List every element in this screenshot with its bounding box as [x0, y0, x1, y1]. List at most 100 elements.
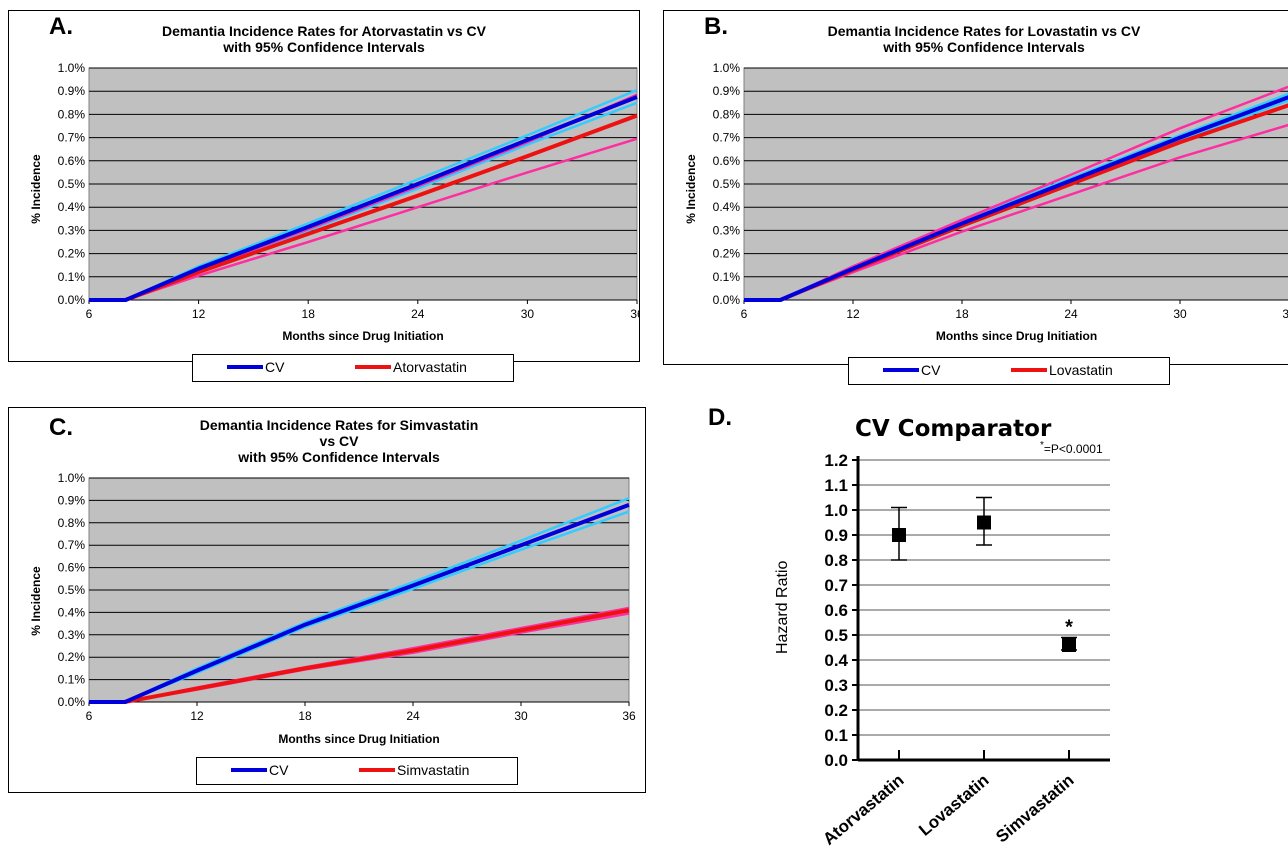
y-tick-label: 0.3%: [58, 223, 86, 237]
x-tick-label: Atorvastatin: [819, 771, 907, 849]
line-chart-a: 0.0% 0.1% 0.2% 0.3% 0.4% 0.5% 0.6% 0.7% 0.8% 0.9%…: [58, 61, 639, 321]
x-tick-label: 18: [298, 709, 312, 723]
x-tick-label: 36: [1282, 307, 1288, 321]
y-tick-label: 0.3: [824, 676, 848, 695]
legend-item-drug: Atorvastatin: [355, 359, 467, 375]
x-tick-label: 36: [630, 307, 639, 321]
y-tick-label: 0.9%: [58, 493, 86, 507]
chart-title-line: vs CV: [319, 433, 359, 449]
y-tick-label: 0.3%: [58, 628, 86, 642]
legend-swatch: [1011, 368, 1047, 372]
chart-panel-d: D. CV Comparator *=P<0.0001 Hazard Ratio…: [700, 400, 1260, 863]
significance-star: *: [1040, 440, 1044, 451]
x-tick-label: 24: [406, 709, 420, 723]
legend-swatch: [359, 768, 395, 772]
y-tick-label: 0.7%: [58, 131, 86, 145]
chart-panel-b: B. Demantia Incidence Rates for Lovastat…: [663, 10, 1288, 365]
x-tick-label: 24: [1064, 307, 1078, 321]
y-tick-label: 0.7%: [713, 131, 741, 145]
legend-b: CV Lovastatin: [848, 357, 1170, 385]
y-tick-label: 1.0%: [58, 61, 86, 75]
legend-item-drug: Lovastatin: [1011, 362, 1113, 378]
x-tick-label: 12: [846, 307, 860, 321]
y-tick-label: 0.5: [824, 626, 848, 645]
chart-title-line: Demantia Incidence Rates for Lovastatin …: [827, 23, 1141, 39]
legend-label: Simvastatin: [397, 762, 470, 778]
legend-item-cv: CV: [227, 359, 284, 375]
y-tick-label: 0.2%: [58, 650, 86, 664]
y-tick-label: 0.7: [824, 576, 848, 595]
series-line-cv: [744, 95, 1288, 302]
chart-title: Demantia Incidence Rates for Lovastatin …: [744, 23, 1224, 55]
y-tick-label: 0.7%: [58, 538, 86, 552]
legend-swatch: [227, 365, 263, 369]
legend-item-cv: CV: [883, 362, 940, 378]
data-point: [977, 515, 991, 530]
x-tick-label: 18: [955, 307, 969, 321]
y-tick-label: 0.2%: [58, 247, 86, 261]
x-tick-label: 36: [622, 709, 636, 723]
legend-item-cv: CV: [231, 762, 288, 778]
data-point: [892, 528, 906, 542]
panel-letter: B.: [704, 13, 728, 40]
y-tick-label: 0.8%: [713, 107, 741, 121]
legend-swatch: [355, 365, 391, 369]
legend-swatch: [883, 368, 919, 372]
y-tick-label: 0.0: [824, 751, 848, 770]
x-tick-label: 24: [411, 307, 425, 321]
y-tick-label: 0.0%: [58, 293, 86, 307]
chart-title-line: with 95% Confidence Intervals: [883, 39, 1085, 55]
chart-title: CV Comparator: [855, 416, 1052, 442]
legend-item-drug: Simvastatin: [359, 762, 469, 778]
line-chart-b: 0.0% 0.1% 0.2% 0.3% 0.4% 0.5% 0.6% 0.7% 0.8% 0.9%…: [713, 61, 1288, 321]
x-tick-label: Lovastatin: [915, 771, 992, 840]
y-tick-label: 1.0%: [713, 61, 741, 75]
y-tick-label: 0.1%: [58, 270, 86, 284]
y-tick-label: 0.4: [824, 651, 848, 670]
x-axis-label: Months since Drug Initiation: [278, 732, 440, 746]
x-tick-label: 6: [741, 307, 748, 321]
y-tick-label: 0.6%: [58, 154, 86, 168]
y-tick-label: 0.0%: [713, 293, 741, 307]
y-tick-label: 0.5%: [58, 177, 86, 191]
x-tick-label: 30: [521, 307, 535, 321]
panel-letter: C.: [49, 414, 73, 441]
y-tick-label: 0.2%: [713, 247, 741, 261]
x-tick-label: 30: [514, 709, 528, 723]
y-tick-label: 0.8%: [58, 107, 86, 121]
y-tick-label: 0.5%: [713, 177, 741, 191]
chart-panel-c: C. Demantia Incidence Rates for Simvasta…: [8, 407, 646, 793]
y-tick-label: 0.1%: [58, 673, 86, 687]
y-tick-label: 1.1: [824, 476, 848, 495]
legend-label: CV: [269, 762, 289, 778]
significance-note: *=P<0.0001: [1040, 440, 1103, 456]
chart-panel-a: A. Demantia Incidence Rates for Atorvast…: [8, 10, 640, 362]
significance-text: =P<0.0001: [1043, 442, 1103, 456]
y-tick-label: 1.2: [824, 451, 848, 470]
x-tick-label: 18: [302, 307, 316, 321]
panel-letter: D.: [708, 404, 732, 431]
x-axis-label: Months since Drug Initiation: [282, 329, 444, 343]
y-tick-label: 0.1: [824, 726, 848, 745]
y-tick-label: 0.4%: [58, 200, 86, 214]
legend-c: CV Simvastatin: [196, 757, 518, 785]
y-tick-label: 0.1%: [713, 270, 741, 284]
chart-title-line: Demantia Incidence Rates for Simvastatin: [199, 417, 479, 433]
y-tick-label: 0.0%: [58, 695, 86, 709]
y-tick-label: 0.8%: [58, 516, 86, 530]
panel-letter: A.: [49, 13, 73, 40]
x-tick-label: 6: [86, 307, 93, 321]
x-tick-label: Simvastatin: [992, 771, 1077, 847]
y-tick-label: 0.4%: [713, 200, 741, 214]
x-tick-label: 12: [192, 307, 206, 321]
chart-title: Demantia Incidence Rates for Atorvastati…: [89, 23, 559, 55]
x-axis-label: Months since Drug Initiation: [935, 329, 1098, 343]
y-tick-label: 0.6%: [58, 561, 86, 575]
y-tick-label: 0.2: [824, 701, 848, 720]
y-tick-label: 0.6%: [713, 154, 741, 168]
y-tick-label: 1.0: [824, 501, 848, 520]
series-line-cv: [89, 95, 638, 302]
chart-title: Demantia Incidence Rates for Simvastatin…: [89, 417, 589, 465]
data-point: [1062, 638, 1076, 652]
y-tick-label: 0.6: [824, 601, 848, 620]
